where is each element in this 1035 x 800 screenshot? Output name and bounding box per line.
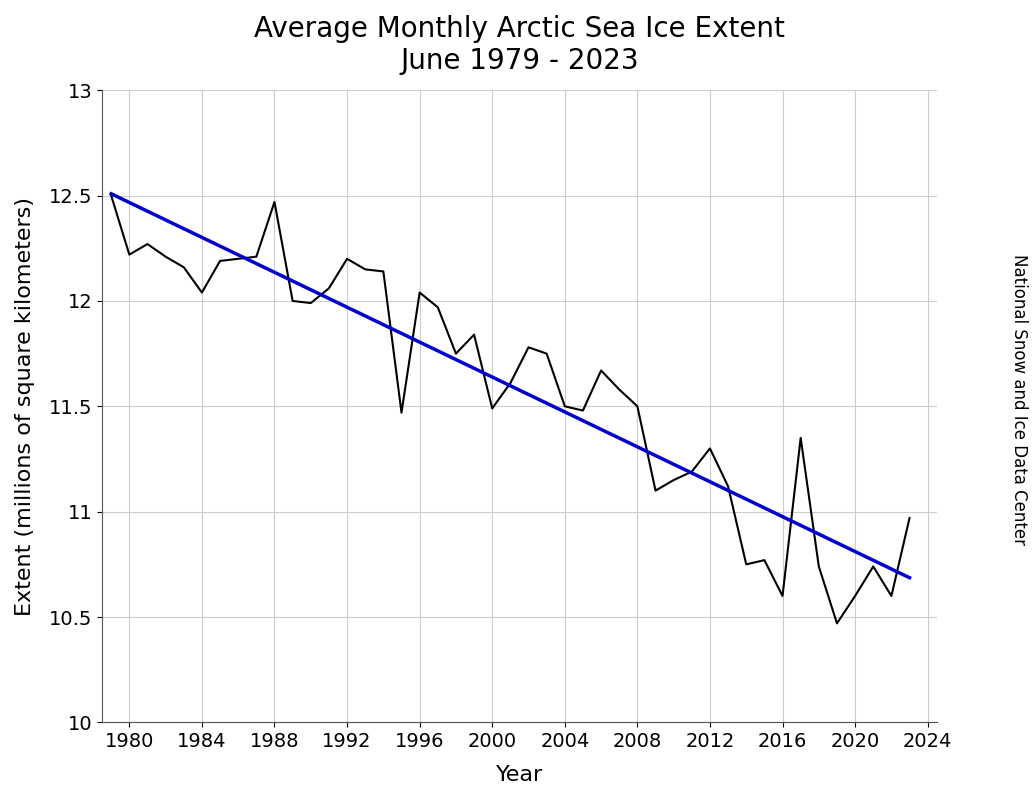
Y-axis label: Extent (millions of square kilometers): Extent (millions of square kilometers) — [14, 197, 35, 616]
X-axis label: Year: Year — [496, 765, 543, 785]
Title: Average Monthly Arctic Sea Ice Extent
June 1979 - 2023: Average Monthly Arctic Sea Ice Extent Ju… — [254, 15, 785, 75]
Text: National Snow and Ice Data Center: National Snow and Ice Data Center — [1010, 254, 1029, 546]
